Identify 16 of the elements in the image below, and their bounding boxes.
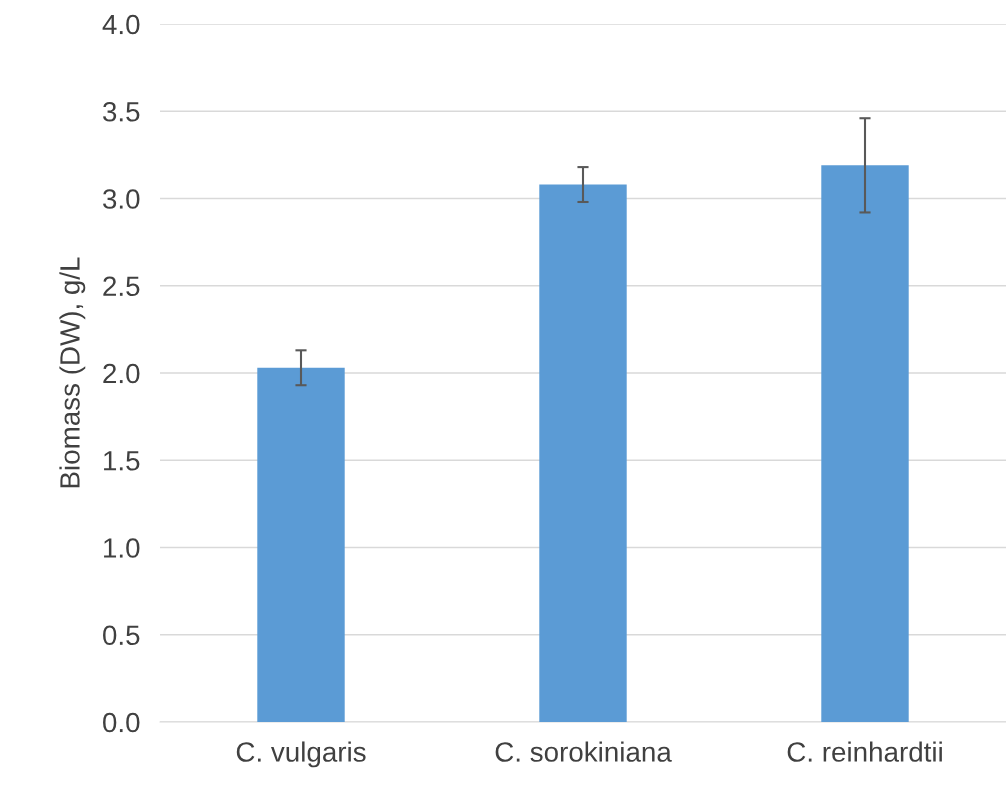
y-tick-label: 2.5 xyxy=(103,276,140,297)
y-tick-label: 1.0 xyxy=(104,538,140,558)
y-tick-label: 3.5 xyxy=(103,101,140,122)
y-axis-title: Biomass (DW), g/L xyxy=(59,257,86,488)
x-tick-label: C. vulgaris xyxy=(236,741,366,768)
y-tick-label: 1.5 xyxy=(104,451,140,471)
bar xyxy=(539,184,627,722)
y-tick-label: 2.0 xyxy=(103,363,140,384)
y-tick-label: 0.0 xyxy=(103,712,140,733)
y-tick-label: 4.0 xyxy=(102,14,140,35)
x-tick-label: C. reinhardtii xyxy=(787,741,942,762)
bar xyxy=(257,367,345,722)
bar xyxy=(821,165,909,722)
y-tick-label: 3.0 xyxy=(103,189,140,209)
x-tick-label: C. sorokiniana xyxy=(495,741,672,762)
y-tick-label: 0.5 xyxy=(103,625,140,646)
